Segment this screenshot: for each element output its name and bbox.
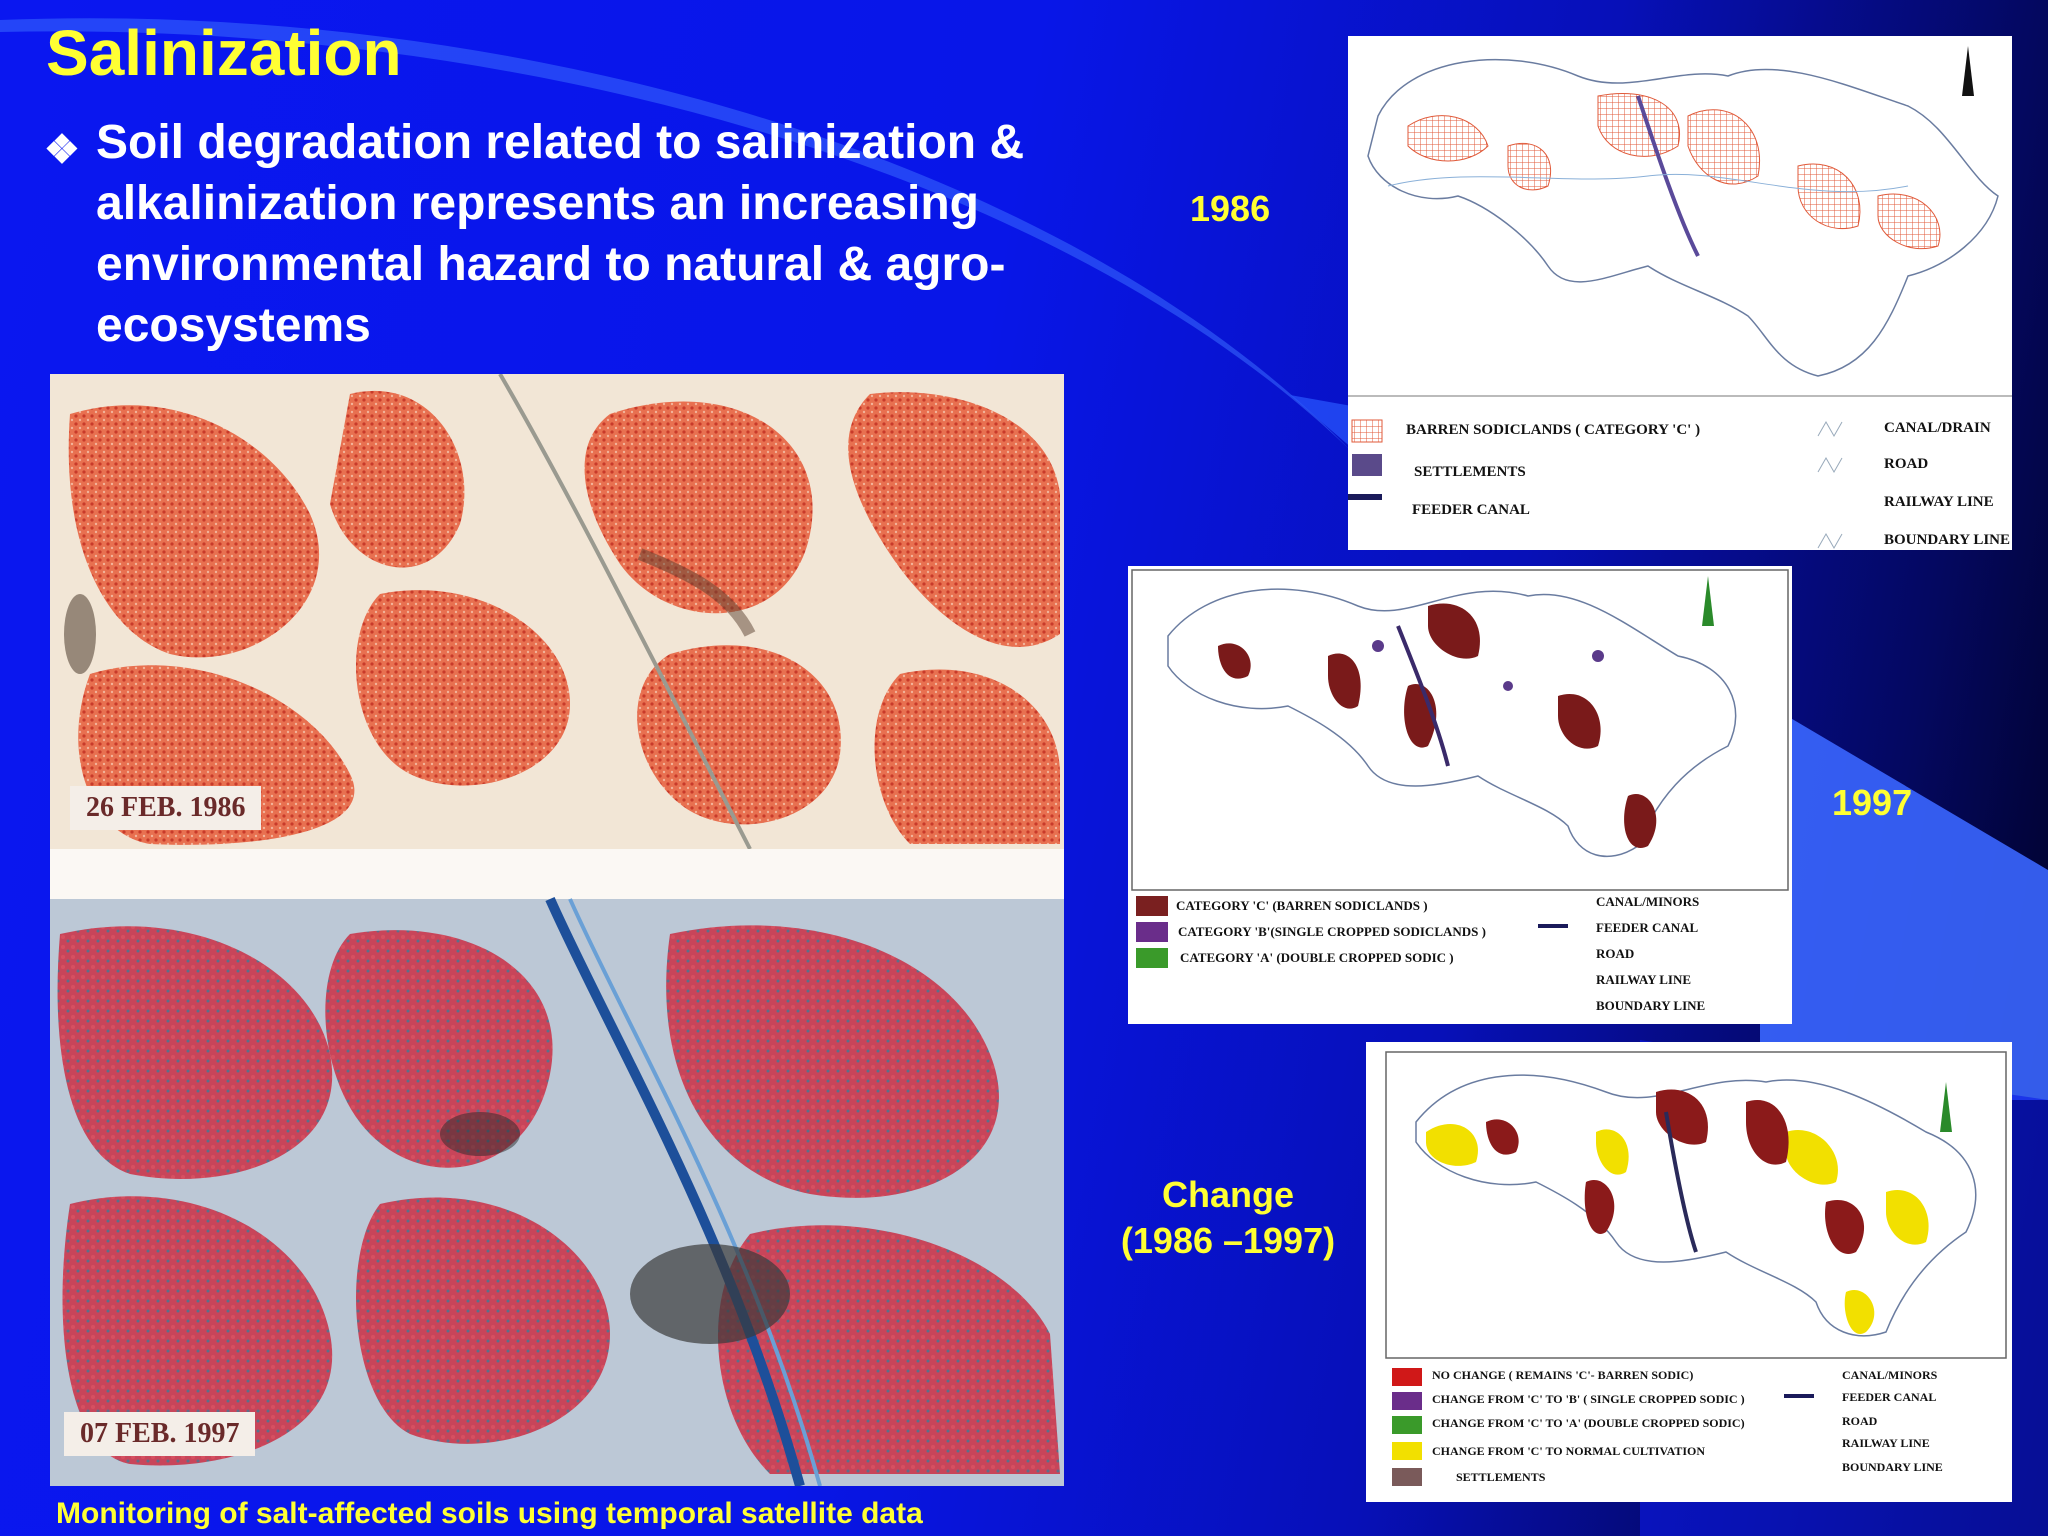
legend-item: BOUNDARY LINE [1596, 998, 1706, 1013]
legend-item: CHANGE FROM 'C' TO 'B' ( SINGLE CROPPED … [1432, 1392, 1745, 1406]
satellite-date-1986: 26 FEB. 1986 [70, 786, 262, 830]
map-1997: CATEGORY 'C' (BARREN SODICLANDS ) CATEGO… [1128, 566, 1792, 1024]
map-1986: BARREN SODICLANDS ( CATEGORY 'C' ) SETTL… [1348, 36, 2012, 550]
satellite-image-panel: 26 FEB. 1986 07 FEB. 1997 [50, 374, 1064, 1486]
bullet-text: Soil degradation related to salinization… [96, 116, 1025, 352]
legend-item: CHANGE FROM 'C' TO 'A' (DOUBLE CROPPED S… [1432, 1416, 1745, 1430]
legend-item: BOUNDARY LINE [1842, 1460, 1943, 1474]
legend-item: RAILWAY LINE [1884, 494, 1994, 510]
bottom-caption: Monitoring of salt-affected soils using … [56, 1497, 923, 1530]
legend-item: FEEDER CANAL [1842, 1390, 1937, 1404]
slide-title: Salinization [46, 17, 402, 89]
map-1997-drawing [1131, 569, 1789, 968]
year-label-1997: 1997 [1832, 782, 1913, 823]
legend-item: CATEGORY 'C' (BARREN SODICLANDS ) [1176, 898, 1428, 913]
legend-item: CANAL/DRAIN [1884, 420, 1991, 436]
change-label: Change (1986 –1997) [1108, 1172, 1348, 1264]
legend-item: BARREN SODICLANDS ( CATEGORY 'C' ) [1406, 422, 1701, 438]
legend-item: CANAL/MINORS [1596, 894, 1700, 909]
legend-item: SETTLEMENTS [1456, 1470, 1546, 1484]
legend-item: RAILWAY LINE [1842, 1436, 1930, 1450]
map-change: NO CHANGE ( REMAINS 'C'- BARREN SODIC) C… [1366, 1042, 2012, 1502]
satellite-image-art [50, 374, 1064, 1486]
legend-item: ROAD [1884, 456, 1929, 472]
legend-item: FEEDER CANAL [1412, 502, 1530, 518]
map-change-drawing [1385, 1051, 2007, 1486]
legend-item: ROAD [1842, 1414, 1878, 1428]
legend-item: FEEDER CANAL [1596, 920, 1699, 935]
legend-item: RAILWAY LINE [1596, 972, 1692, 987]
legend-item: SETTLEMENTS [1414, 464, 1526, 480]
legend-item: NO CHANGE ( REMAINS 'C'- BARREN SODIC) [1432, 1368, 1694, 1382]
legend-item: CATEGORY 'B'(SINGLE CROPPED SODICLANDS ) [1178, 924, 1486, 939]
change-label-line1: Change [1161, 1174, 1294, 1215]
legend-item: CATEGORY 'A' (DOUBLE CROPPED SODIC ) [1180, 950, 1454, 965]
map-1986-drawing [1348, 46, 2012, 550]
legend-item: CHANGE FROM 'C' TO NORMAL CULTIVATION [1432, 1444, 1706, 1458]
change-label-line2: (1986 –1997) [1120, 1220, 1336, 1261]
diamond-bullet-icon: ❖ [44, 128, 80, 172]
satellite-date-1997: 07 FEB. 1997 [64, 1412, 256, 1456]
legend-item: CANAL/MINORS [1842, 1368, 1938, 1382]
legend-item: ROAD [1596, 946, 1635, 961]
year-label-1986: 1986 [1190, 188, 1271, 229]
legend-item: BOUNDARY LINE [1884, 532, 2011, 548]
